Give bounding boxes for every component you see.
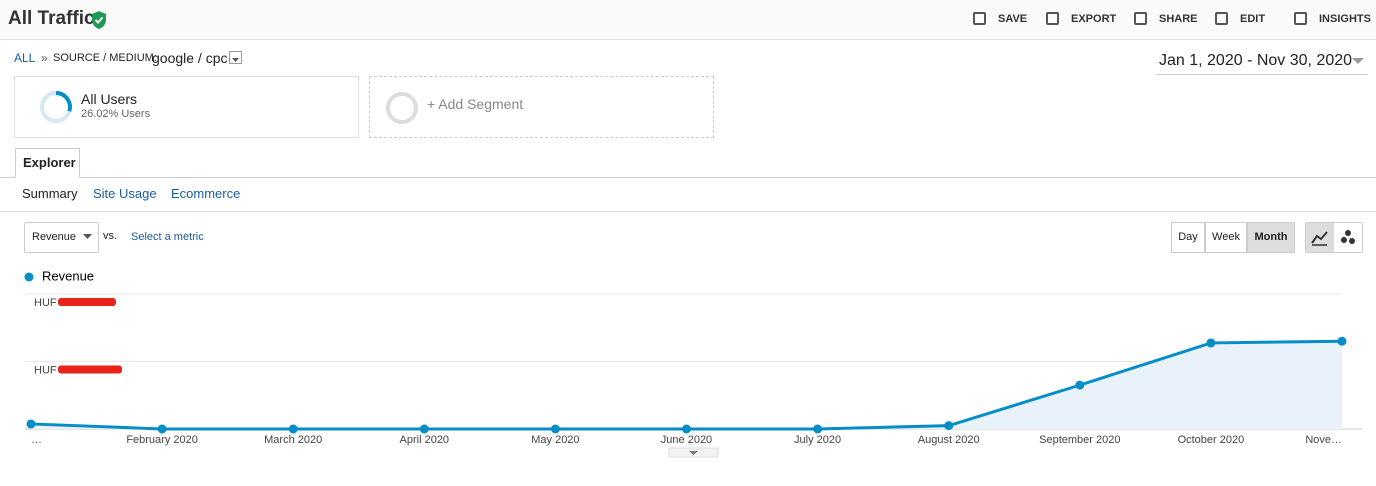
x-tick-label: October 2020	[1178, 434, 1245, 446]
subtab[interactable]: Site Usage	[93, 186, 157, 201]
point	[419, 424, 429, 434]
segment-donut	[40, 91, 72, 123]
toggle-icons	[1311, 230, 1355, 246]
action-icon[interactable]	[973, 12, 986, 25]
segment[interactable]	[14, 76, 359, 138]
caret	[83, 234, 92, 239]
divider	[0, 177, 1376, 178]
legend-dot	[24, 272, 34, 282]
point	[944, 421, 954, 431]
point	[288, 424, 298, 434]
tab-label[interactable]: Explorer	[23, 155, 76, 170]
caret	[1352, 58, 1364, 64]
point	[1075, 380, 1085, 390]
divider	[0, 211, 1376, 212]
point	[26, 419, 36, 429]
action-icon[interactable]	[1134, 12, 1147, 25]
action-icon[interactable]	[1215, 12, 1228, 25]
point	[1206, 338, 1216, 348]
x-tick-label: March 2020	[264, 434, 322, 446]
legend-label: Revenue	[42, 268, 94, 283]
breadcrumb-value: google / cpc	[152, 50, 228, 66]
period-button[interactable]: Day	[1171, 222, 1205, 253]
scroll-caret	[689, 451, 698, 455]
point	[550, 424, 560, 434]
x-tick-label: September 2020	[1039, 434, 1120, 446]
x-tick-label: February 2020	[126, 434, 198, 446]
breadcrumb-sep: »	[41, 51, 48, 65]
underline	[1156, 74, 1368, 75]
area	[31, 341, 1342, 429]
caret	[232, 58, 239, 62]
action-icon[interactable]	[1294, 12, 1307, 25]
action-icon[interactable]	[1046, 12, 1059, 25]
subtab[interactable]: Summary	[22, 186, 78, 201]
action[interactable]: INSIGHTS	[1319, 13, 1371, 25]
y-tick-label: HUF	[34, 297, 57, 309]
x-tick-label: May 2020	[531, 434, 579, 446]
title: All Traffic	[8, 8, 95, 29]
add-segment-label[interactable]: + Add Segment	[427, 96, 524, 112]
verified-icon	[92, 11, 106, 29]
subtab[interactable]: Ecommerce	[171, 186, 241, 201]
action[interactable]: EDIT	[1240, 13, 1266, 25]
period-button[interactable]: Week	[1205, 222, 1247, 253]
dropdown[interactable]	[229, 51, 242, 64]
action[interactable]: EXPORT	[1071, 13, 1117, 25]
date-range[interactable]: Jan 1, 2020 - Nov 30, 2020	[1159, 52, 1353, 69]
metric-label[interactable]: Revenue	[32, 231, 77, 243]
tab[interactable]	[15, 148, 80, 178]
x-tick-label: August 2020	[918, 434, 980, 446]
y-tick-label: HUF	[34, 364, 57, 376]
x-tick-label: Nove…	[1305, 434, 1342, 446]
segment-name: All Users	[81, 91, 138, 107]
select-metric[interactable]: Select a metric	[131, 231, 204, 243]
breadcrumb-dim: SOURCE / MEDIUM:	[53, 52, 157, 64]
redaction	[58, 365, 122, 374]
metric-select[interactable]	[24, 222, 99, 253]
action[interactable]: SAVE	[998, 13, 1028, 25]
x-tick-label: June 2020	[661, 434, 712, 446]
period-button[interactable]: Month	[1247, 222, 1295, 253]
point	[813, 424, 823, 434]
chart: Revenue HUF HUF … February 2020 March 2020 Apr…	[24, 268, 1362, 458]
x-tick-label: …	[31, 434, 42, 446]
point	[682, 424, 691, 434]
segment-detail: 26.02% Users	[81, 108, 151, 120]
x-tick-label: July 2020	[794, 434, 841, 446]
x-tick-label: April 2020	[400, 434, 450, 446]
redaction	[58, 298, 116, 306]
breadcrumb-root[interactable]: ALL	[14, 51, 36, 65]
action[interactable]: SHARE	[1159, 13, 1198, 25]
add-segment[interactable]	[369, 76, 714, 138]
vs: vs.	[103, 230, 118, 242]
point	[157, 424, 167, 434]
add-circle	[386, 92, 418, 124]
chart-toggle[interactable]	[1305, 222, 1363, 253]
point	[1337, 336, 1347, 346]
